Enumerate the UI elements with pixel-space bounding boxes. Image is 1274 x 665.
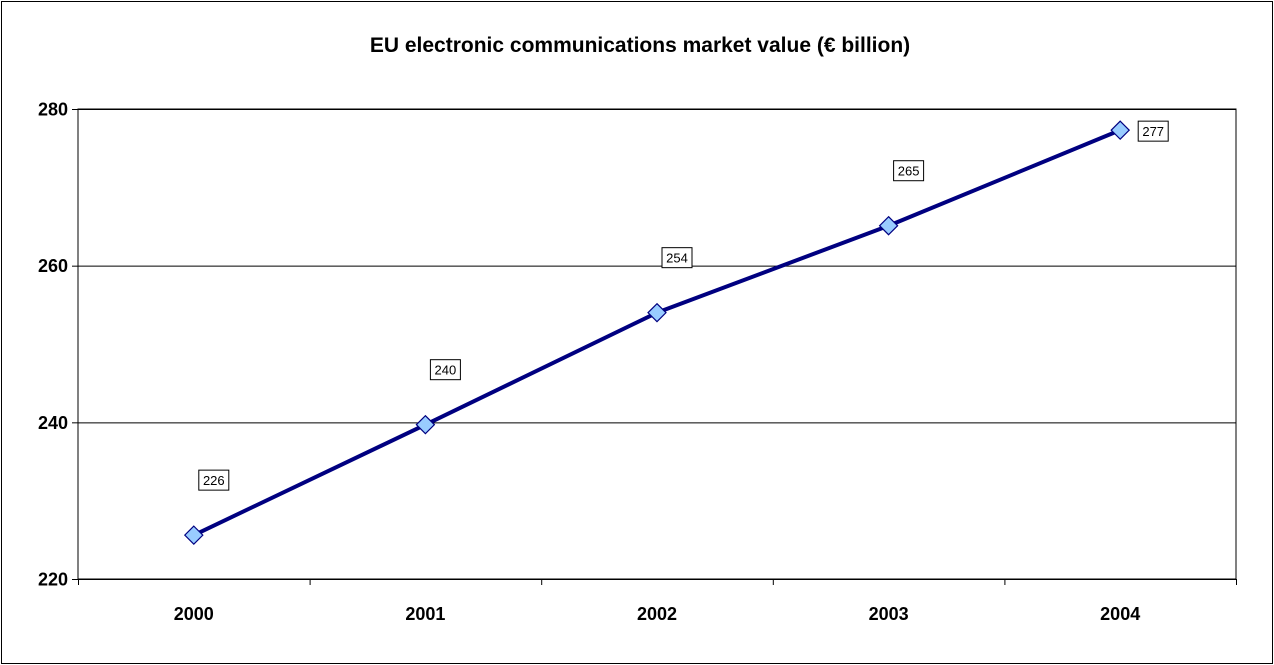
data-label-2001: 240 (435, 363, 457, 378)
data-label-2003: 265 (898, 164, 920, 179)
y-tick-label-220: 220 (38, 570, 68, 590)
chart-title: EU electronic communications market valu… (370, 34, 910, 57)
data-label-box-2000 (198, 469, 230, 491)
plot-area (77, 108, 1237, 580)
data-point-2004 (1110, 120, 1131, 140)
data-point-2002 (647, 302, 667, 323)
data-point-2003 (878, 215, 899, 236)
x-tick-label-2002: 2002 (637, 604, 677, 624)
data-point-2000 (183, 525, 204, 545)
y-tick-label-260: 260 (38, 256, 68, 276)
data-label-box-2004 (1137, 120, 1169, 142)
y-tick-label-240: 240 (38, 413, 68, 433)
series-layer: 226 240 254 265 277 (183, 120, 1169, 545)
data-point-2001 (415, 414, 436, 435)
x-axis: 2000 2001 2002 2003 2004 (78, 579, 1237, 624)
data-label-box-2001 (429, 359, 461, 381)
x-tick-label-2004: 2004 (1100, 604, 1140, 624)
y-axis: 220 240 260 280 (38, 100, 78, 590)
x-tick-label-2000: 2000 (174, 604, 214, 624)
data-label-box-2003 (893, 160, 925, 182)
data-label-2004: 277 (1142, 124, 1164, 139)
x-tick-label-2001: 2001 (405, 604, 445, 624)
data-label-box-2002 (661, 247, 693, 269)
x-tick-label-2003: 2003 (869, 604, 909, 624)
data-label-2000: 226 (203, 473, 225, 488)
y-tick-label-280: 280 (38, 100, 68, 120)
data-label-2002: 254 (666, 251, 688, 266)
